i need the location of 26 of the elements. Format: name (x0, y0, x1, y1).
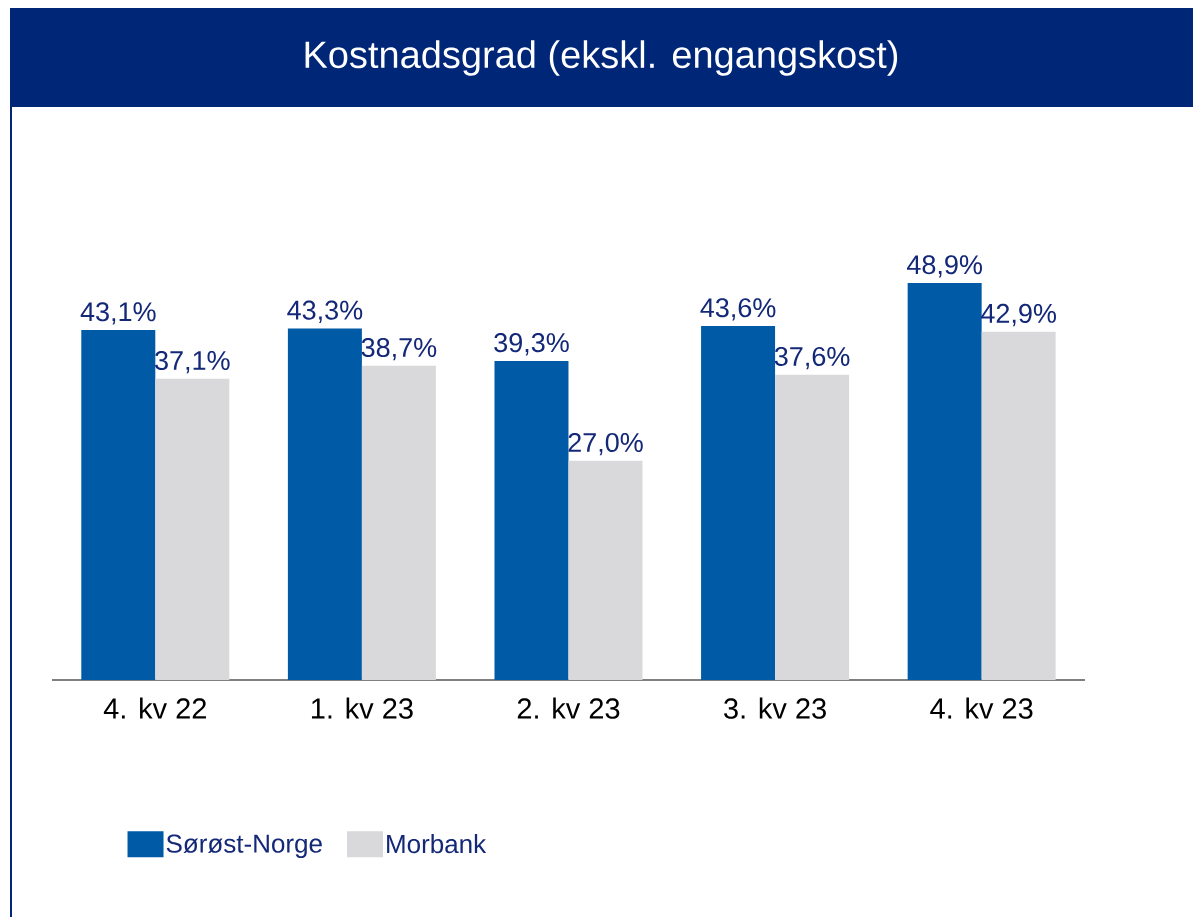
data-label: 39,3% (494, 333, 569, 356)
bar (361, 365, 436, 680)
x-tick-label: 3. kv 23 (724, 697, 826, 719)
legend-label: Sørøst-Norge (166, 834, 322, 859)
bar (287, 328, 362, 680)
bar (701, 326, 776, 680)
bar (775, 374, 850, 680)
legend-label: Morbank (387, 834, 487, 854)
data-label: 43,3% (287, 300, 363, 323)
bar (568, 460, 643, 680)
data-label: 43,6% (700, 298, 776, 321)
bar (981, 331, 1056, 680)
x-tick-label: 1. kv 23 (311, 697, 413, 719)
bar (907, 282, 982, 680)
data-label: 27,0% (568, 432, 643, 456)
chart-title: Kostnadsgrad (ekskl. engangskost) (305, 40, 898, 76)
bar (494, 360, 569, 680)
x-tick-label: 2. kv 23 (517, 697, 620, 719)
data-label: 43,1% (80, 302, 156, 325)
x-tick-label: 4. kv 22 (103, 697, 206, 719)
data-label: 48,9% (907, 255, 982, 278)
data-label: 37,1% (155, 350, 230, 374)
bar (155, 378, 230, 680)
data-label: 37,6% (774, 346, 850, 370)
bar (81, 330, 156, 680)
x-tick-label: 4. kv 23 (930, 697, 1033, 719)
